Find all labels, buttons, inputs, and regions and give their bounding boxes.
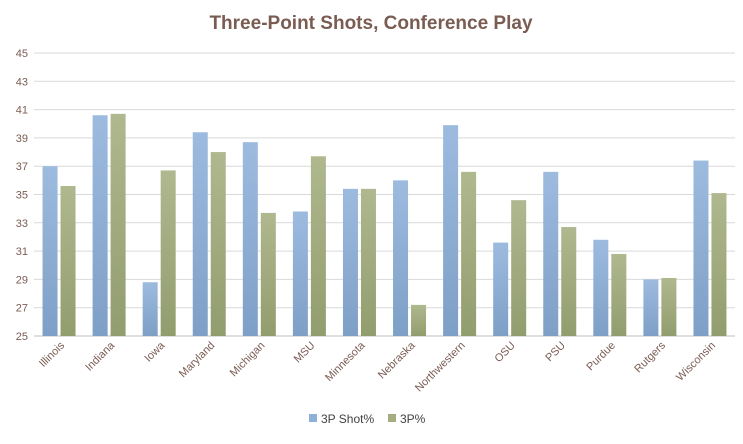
bar-3p-shot-pct: [242, 142, 258, 336]
y-tick-label: 31: [16, 246, 28, 258]
y-tick-label: 41: [16, 105, 28, 117]
bar-3p-pct: [611, 253, 627, 336]
x-category-label: Nebraska: [376, 339, 418, 381]
grid-layer: 25 27 29 31 33 35 37 39 41 43 45: [16, 48, 735, 343]
bar-3p-pct: [110, 113, 126, 336]
bar-3p-pct: [310, 156, 326, 336]
bar-3p-shot-pct: [643, 279, 659, 336]
y-tick-label: 37: [16, 161, 28, 173]
bar-3p-pct: [661, 277, 677, 336]
x-category-label: Indiana: [83, 339, 118, 374]
legend-label: 3P%: [400, 412, 426, 426]
x-category-label: Maryland: [177, 340, 217, 380]
x-category-label: PSU: [543, 340, 568, 365]
y-tick-label: 43: [16, 76, 28, 88]
x-category-label: Iowa: [142, 339, 168, 365]
y-tick-label: 33: [16, 218, 28, 230]
bar-3p-shot-pct: [693, 160, 709, 336]
bar-3p-shot-pct: [593, 239, 609, 336]
bar-3p-pct: [360, 188, 376, 336]
legend-swatch: [388, 414, 396, 422]
bar-3p-shot-pct: [142, 282, 158, 336]
bar-3p-shot-pct: [393, 180, 409, 336]
bar-3p-shot-pct: [42, 166, 58, 336]
bar-3p-shot-pct: [342, 188, 358, 336]
bar-3p-pct: [461, 171, 477, 336]
x-category-label: MSU: [292, 340, 318, 366]
legend: 3P Shot% 3P%: [309, 412, 426, 426]
bar-3p-pct: [260, 212, 276, 336]
x-category-label: Illinois: [37, 339, 67, 369]
x-category-label: Northwestern: [413, 340, 468, 395]
bar-3p-shot-pct: [192, 132, 208, 336]
x-category-label: Rutgers: [632, 339, 668, 375]
x-axis-labels: Illinois Indiana Iowa Maryland Michigan MSU Mi…: [37, 339, 718, 394]
legend-swatch: [309, 414, 317, 422]
bar-3p-pct: [561, 227, 577, 336]
y-tick-label: 27: [16, 303, 28, 315]
bar-3p-shot-pct: [92, 115, 108, 336]
x-category-label: Purdue: [584, 340, 618, 374]
x-category-label: Wisconsin: [674, 340, 718, 384]
bar-3p-pct: [511, 200, 527, 336]
x-category-label: Minnesota: [323, 339, 368, 384]
bar-3p-shot-pct: [443, 125, 459, 336]
bar-3p-pct: [60, 186, 76, 336]
y-tick-label: 39: [16, 133, 28, 145]
bar-3p-shot-pct: [493, 242, 509, 336]
bar-3p-shot-pct: [543, 171, 559, 336]
legend-label: 3P Shot%: [321, 412, 374, 426]
bar-3p-pct: [160, 170, 176, 336]
x-category-label: OSU: [492, 340, 517, 365]
y-tick-label: 25: [16, 331, 28, 343]
bars-layer: [42, 113, 727, 336]
y-tick-label: 35: [16, 190, 28, 202]
chart-title: Three-Point Shots, Conference Play: [209, 13, 532, 34]
x-category-label: Michigan: [228, 340, 268, 380]
bar-3p-pct: [411, 304, 427, 336]
y-tick-label: 29: [16, 274, 28, 286]
y-tick-label: 45: [16, 48, 28, 60]
bar-3p-pct: [711, 193, 727, 336]
bar-3p-pct: [210, 152, 226, 336]
bar-3p-shot-pct: [292, 211, 308, 336]
